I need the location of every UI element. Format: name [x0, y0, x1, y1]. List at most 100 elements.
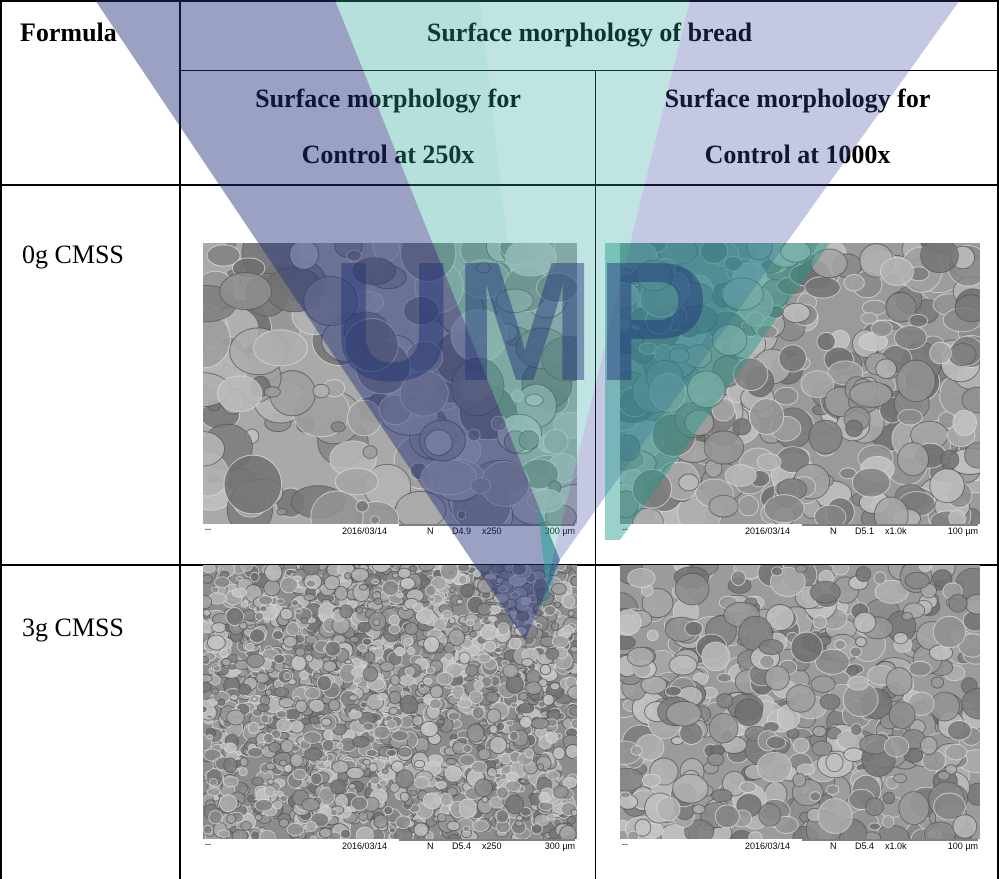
texture	[526, 682, 542, 695]
texture	[396, 770, 413, 788]
texture	[536, 273, 577, 303]
texture	[363, 446, 377, 459]
texture	[750, 399, 784, 435]
texture	[919, 565, 931, 571]
texture	[707, 753, 723, 766]
sem-image: --2016/03/14ND4.9x250300 µm	[203, 243, 577, 538]
texture	[680, 323, 699, 336]
texture	[382, 580, 399, 595]
texture	[471, 761, 486, 773]
texture	[257, 704, 269, 712]
caption-date: 2016/03/14	[745, 841, 790, 851]
texture	[335, 468, 378, 495]
caption-mode: N	[830, 526, 837, 536]
texture	[725, 465, 756, 487]
texture	[213, 665, 221, 671]
texture	[305, 654, 313, 662]
caption-wd: D5.4	[452, 841, 471, 851]
texture	[449, 629, 465, 646]
texture	[685, 621, 703, 636]
texture	[217, 376, 261, 412]
texture	[347, 400, 381, 436]
texture	[321, 718, 331, 726]
texture	[669, 348, 689, 363]
texture	[826, 753, 843, 772]
texture	[265, 690, 272, 696]
texture	[414, 823, 428, 837]
texture	[949, 594, 968, 612]
texture	[345, 573, 351, 580]
texture	[445, 654, 452, 661]
texture	[457, 511, 465, 520]
texture	[909, 314, 928, 327]
texture	[899, 792, 929, 825]
texture	[220, 571, 229, 577]
texture	[264, 787, 275, 797]
texture	[360, 661, 367, 666]
texture	[409, 790, 417, 796]
texture	[351, 568, 369, 581]
texture	[220, 795, 237, 812]
texture	[636, 260, 672, 290]
texture	[505, 720, 513, 725]
texture	[281, 740, 294, 753]
texture	[734, 358, 768, 391]
texture	[267, 779, 274, 784]
texture	[218, 699, 225, 705]
texture	[724, 256, 742, 271]
texture	[423, 793, 441, 809]
texture	[566, 744, 577, 758]
texture	[856, 637, 867, 647]
texture	[348, 784, 355, 790]
texture	[207, 788, 220, 796]
texture	[303, 732, 321, 744]
texture	[284, 672, 291, 679]
texture	[894, 774, 907, 783]
texture	[421, 460, 477, 495]
texture	[669, 655, 697, 675]
caption-wd: D4.9	[452, 526, 471, 536]
texture	[349, 711, 361, 719]
texture	[531, 718, 548, 729]
texture	[203, 706, 207, 713]
caption-mag: x1.0k	[885, 841, 907, 851]
texture	[702, 642, 730, 671]
texture	[506, 243, 557, 276]
texture	[679, 474, 699, 491]
texture	[551, 684, 558, 689]
texture	[512, 390, 523, 402]
texture	[757, 752, 791, 782]
texture	[673, 774, 709, 803]
texture	[571, 719, 577, 728]
texture	[359, 584, 367, 590]
texture	[395, 647, 404, 656]
texture	[356, 607, 363, 613]
caption-marker: --	[205, 524, 211, 534]
texture	[374, 598, 382, 604]
texture	[390, 675, 400, 685]
texture	[554, 786, 569, 798]
texture	[811, 581, 841, 603]
texture	[412, 716, 423, 726]
texture	[250, 572, 259, 582]
texture	[715, 805, 739, 828]
sem-image: --2016/03/14ND5.1x1.0k100 µm	[620, 243, 980, 538]
texture	[535, 610, 542, 616]
texture	[786, 685, 815, 712]
texture	[930, 692, 960, 721]
texture	[287, 622, 299, 635]
texture	[400, 577, 415, 589]
caption-mode: N	[427, 841, 434, 851]
texture	[459, 799, 477, 818]
texture	[537, 764, 543, 771]
rule	[180, 70, 999, 71]
caption-marker: --	[622, 524, 628, 534]
texture	[897, 360, 936, 402]
texture	[448, 712, 460, 720]
texture	[717, 674, 731, 683]
texture	[291, 655, 306, 671]
texture	[324, 576, 339, 590]
texture	[484, 642, 496, 652]
texture	[474, 680, 483, 690]
texture	[292, 600, 299, 606]
